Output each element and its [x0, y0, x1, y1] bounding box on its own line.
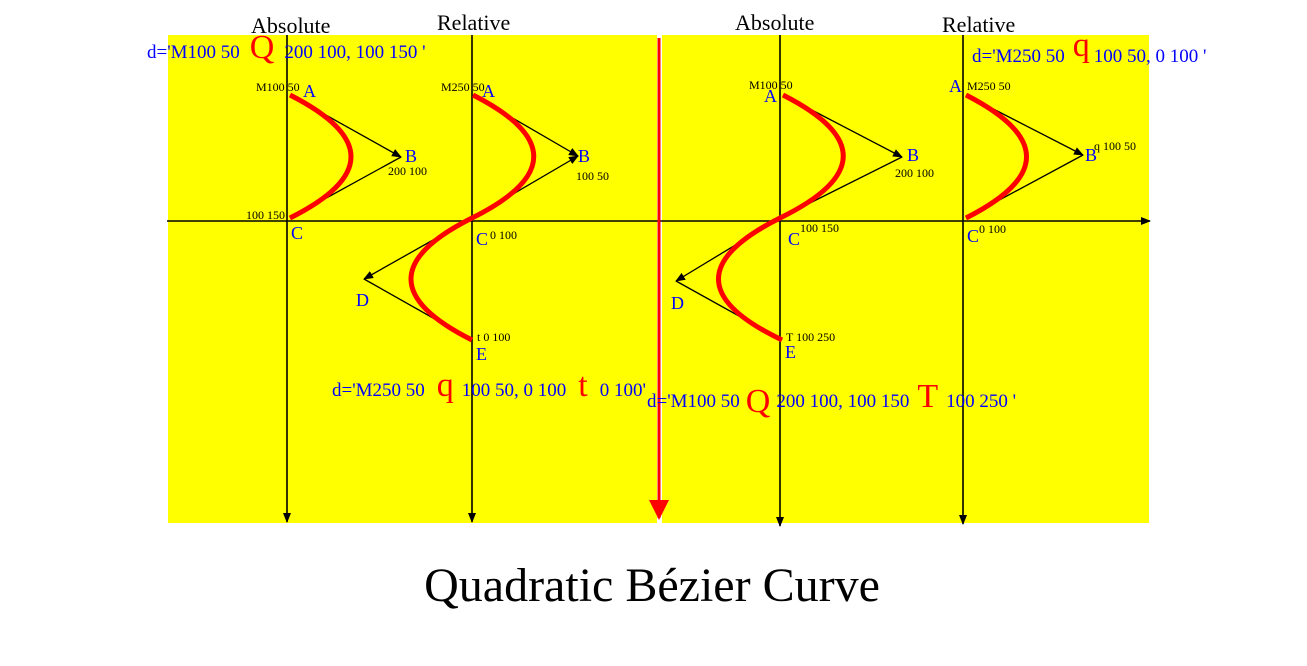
point-a-label: A	[482, 81, 495, 101]
bezier-curve	[288, 92, 354, 221]
path-prefix: d='M250 50	[972, 46, 1065, 67]
left-absolute-figure	[288, 92, 402, 221]
point-a-label: A	[764, 86, 777, 106]
command-letter-2: t	[578, 367, 588, 404]
coord-c: 100 150	[246, 208, 285, 222]
command-letter-1: q	[437, 367, 454, 404]
command-letter-2: T	[917, 378, 938, 415]
page-title: Quadratic Bézier Curve	[424, 559, 880, 612]
coord-c: 0 100	[490, 228, 517, 242]
header-right-absolute: Absolute	[735, 10, 814, 35]
header-left-relative: Relative	[437, 10, 510, 35]
path-prefix: d='M250 50	[332, 380, 425, 401]
coord-b: 200 100	[895, 166, 934, 180]
path-suffix: 100 50, 0 100 '	[1094, 46, 1207, 67]
point-c-label: C	[788, 229, 800, 249]
path-prefix: d='M100 50	[147, 42, 240, 63]
point-a-label: A	[303, 81, 316, 101]
coord-b: 100 50	[576, 169, 609, 183]
bezier-curve	[716, 92, 846, 343]
header-left-absolute: Absolute	[251, 13, 330, 38]
point-d-label: D	[356, 290, 369, 310]
coord-e: t 0 100	[477, 330, 510, 344]
path-code-right-relative: d='M250 50 q 100 50, 0 100 '	[972, 27, 1206, 67]
bezier-curve	[964, 92, 1029, 221]
point-c-label: C	[967, 226, 979, 246]
coord-a: M100 50	[749, 78, 793, 92]
coord-a: M250 50	[967, 79, 1011, 93]
point-b-label: B	[1085, 145, 1097, 165]
point-e-label: E	[476, 344, 487, 364]
point-d-label: D	[671, 293, 684, 313]
command-letter: Q	[250, 29, 275, 66]
path-suffix: 100 250 '	[946, 391, 1016, 412]
point-e-label: E	[785, 342, 796, 362]
path-middle: 200 100, 100 150	[776, 391, 909, 412]
path-suffix: 200 100, 100 150 '	[284, 42, 425, 63]
command-letter-1: Q	[746, 383, 771, 420]
path-code-right-absolute: d='M100 50 Q 200 100, 100 150 T 100 250 …	[647, 378, 1016, 420]
path-code-left-absolute: d='M100 50 Q 200 100, 100 150 '	[147, 29, 426, 66]
right-relative-figure	[964, 92, 1084, 221]
header-right-relative: Relative	[942, 12, 1015, 37]
coord-b: 200 100	[388, 164, 427, 178]
coord-c: 100 150	[800, 221, 839, 235]
point-a-label: A	[949, 76, 962, 96]
coord-a: M250 50	[441, 80, 485, 94]
coord-e: T 100 250	[786, 330, 835, 344]
path-middle: 100 50, 0 100	[462, 380, 567, 401]
point-b-label: B	[907, 145, 919, 165]
right-panel-background	[662, 35, 1149, 523]
path-suffix: 0 100'	[600, 380, 646, 401]
point-c-label: C	[291, 223, 303, 243]
command-letter: q	[1073, 27, 1090, 64]
coord-b: q 100 50	[1094, 139, 1136, 153]
bezier-curve	[408, 92, 537, 343]
path-code-left-relative: d='M250 50 q 100 50, 0 100 t 0 100'	[332, 367, 646, 404]
point-b-label: B	[578, 146, 590, 166]
point-c-label: C	[476, 229, 488, 249]
left-relative-figure	[363, 92, 579, 343]
coord-a: M100 50	[256, 80, 300, 94]
point-b-label: B	[405, 146, 417, 166]
coord-c: 0 100	[979, 222, 1006, 236]
right-absolute-figure	[675, 92, 903, 343]
path-prefix: d='M100 50	[647, 391, 740, 412]
